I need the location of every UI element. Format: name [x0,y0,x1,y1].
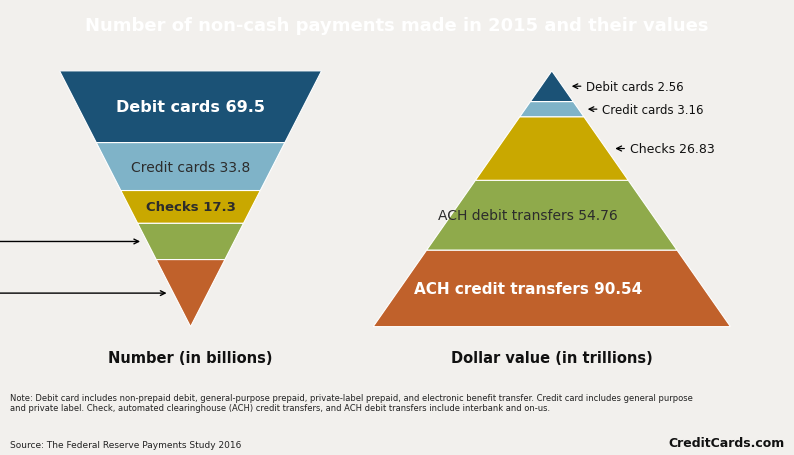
Text: ACH debit transfers 54.76: ACH debit transfers 54.76 [438,209,618,222]
Text: Number of non-cash payments made in 2015 and their values: Number of non-cash payments made in 2015… [85,17,709,35]
Text: Checks 17.3: Checks 17.3 [145,201,236,214]
Text: Credit cards 33.8: Credit cards 33.8 [131,160,250,174]
Text: ACH credit transfers 9.9: ACH credit transfers 9.9 [0,287,165,300]
Polygon shape [426,181,677,251]
Polygon shape [530,72,573,102]
Text: Debit cards 69.5: Debit cards 69.5 [116,100,265,115]
Text: Credit cards 3.16: Credit cards 3.16 [589,103,704,116]
Text: Checks 26.83: Checks 26.83 [617,143,715,156]
Polygon shape [373,251,730,327]
Text: CreditCards.com: CreditCards.com [669,435,784,449]
Polygon shape [121,191,260,224]
Polygon shape [476,117,628,181]
Text: Number (in billions): Number (in billions) [108,350,273,365]
Text: ACH debit transfers 13.6: ACH debit transfers 13.6 [0,235,139,248]
Text: Source: The Federal Reserve Payments Study 2016: Source: The Federal Reserve Payments Stu… [10,440,241,449]
Polygon shape [96,143,285,191]
Text: Debit cards 2.56: Debit cards 2.56 [573,81,684,94]
Polygon shape [156,260,225,327]
Polygon shape [520,102,584,117]
Text: Note: Debit card includes non-prepaid debit, general-purpose prepaid, private-la: Note: Debit card includes non-prepaid de… [10,393,692,412]
Text: ACH credit transfers 90.54: ACH credit transfers 90.54 [414,281,642,296]
Polygon shape [60,72,322,143]
Polygon shape [137,224,244,260]
Text: Dollar value (in trillions): Dollar value (in trillions) [451,350,653,365]
